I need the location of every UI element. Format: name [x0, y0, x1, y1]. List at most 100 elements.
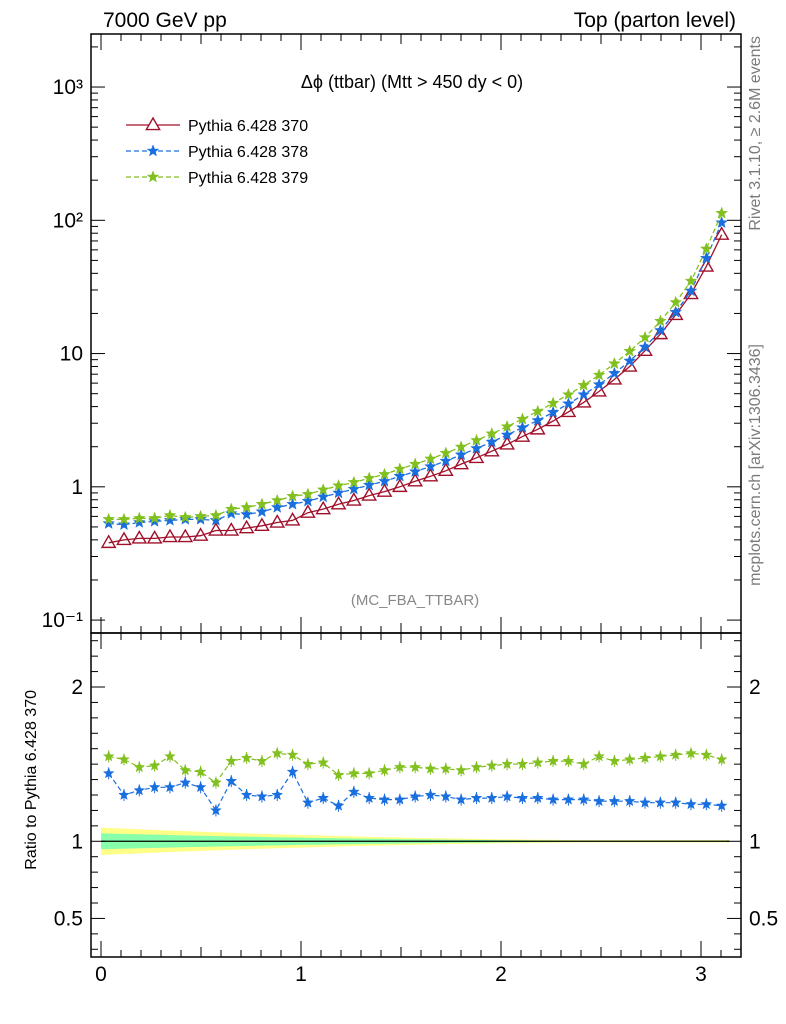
- data-point: [669, 305, 683, 318]
- data-point: [192, 527, 209, 541]
- data-point: [669, 295, 683, 308]
- data-point: [269, 514, 286, 528]
- ratio-point: [639, 796, 651, 808]
- data-point: [470, 441, 483, 454]
- data-point: [162, 528, 178, 543]
- ratio-point: [286, 765, 299, 777]
- data-point: [637, 342, 653, 356]
- data-point: [608, 356, 621, 370]
- ratio-point: [225, 754, 238, 767]
- data-point: [562, 387, 575, 401]
- y-tick-label: 10⁻¹: [42, 609, 83, 632]
- data-point: [361, 487, 378, 501]
- ratio-point: [225, 774, 238, 787]
- data-point: [514, 428, 531, 442]
- ratio-point: [302, 757, 314, 770]
- data-point: [255, 505, 269, 518]
- data-point: [224, 506, 238, 519]
- ratio-point: [424, 762, 437, 774]
- data-point: [117, 518, 131, 531]
- data-point: [270, 500, 284, 513]
- data-point: [146, 530, 163, 544]
- data-point: [454, 440, 468, 453]
- ratio-point: [179, 764, 192, 776]
- ratio-point: [363, 767, 376, 779]
- y-tick-label: 10: [60, 343, 83, 366]
- legend-label: Pythia 6.428 378: [188, 144, 308, 161]
- legend-marker: [146, 144, 160, 157]
- ratio-point: [118, 753, 130, 765]
- data-point: [316, 490, 330, 503]
- data-point: [209, 513, 223, 526]
- ratio-point: [531, 756, 544, 768]
- ratio-point: [623, 795, 636, 807]
- data-point: [315, 500, 332, 515]
- data-point: [683, 285, 699, 300]
- x-tick-label: 0: [95, 963, 107, 986]
- ratio-point: [562, 754, 575, 767]
- data-point: [529, 420, 546, 435]
- data-point: [470, 433, 483, 446]
- ratio-point: [654, 750, 667, 762]
- data-point: [454, 448, 468, 461]
- ratio-point: [210, 776, 222, 788]
- plot-title: Δϕ (ttbar) (Mtt > 450 dy < 0): [301, 72, 523, 92]
- ratio-point: [439, 762, 452, 774]
- ratio-point: [256, 790, 268, 802]
- ratio-point: [455, 764, 468, 776]
- main-panel: 10⁻¹ 1 10 10² 10³: [42, 33, 742, 634]
- data-point: [699, 251, 713, 264]
- data-point: [546, 405, 560, 418]
- data-point: [255, 497, 269, 510]
- series-line: [108, 234, 723, 544]
- data-point: [575, 394, 592, 408]
- ratio-point: [439, 790, 452, 802]
- data-point: [698, 258, 715, 272]
- data-point: [132, 515, 146, 528]
- data-point: [116, 531, 132, 546]
- legend-label: Pythia 6.428 370: [188, 118, 308, 135]
- data-point: [332, 486, 345, 499]
- ratio-point: [378, 764, 391, 776]
- ratio-point: [118, 788, 130, 800]
- x-tick-label: 1: [295, 963, 307, 986]
- ratio-point: [516, 791, 529, 804]
- data-point: [577, 387, 591, 401]
- data-point: [347, 482, 361, 495]
- ratio-point: [286, 748, 299, 760]
- data-point: [330, 495, 347, 510]
- data-point: [500, 419, 514, 433]
- ratio-tick-label: 0.5: [749, 907, 778, 930]
- data-point: [391, 478, 408, 493]
- data-point: [286, 497, 299, 510]
- data-point: [163, 508, 177, 521]
- data-point: [376, 483, 393, 497]
- analysis-label: (MC_FBA_TTBAR): [351, 592, 479, 609]
- ratio-point: [593, 750, 605, 762]
- ratio-point: [393, 760, 406, 773]
- data-point: [132, 511, 146, 524]
- y-tick-label: 10²: [53, 209, 83, 232]
- data-point: [608, 366, 621, 379]
- ratio-point: [148, 759, 161, 771]
- data-point: [378, 474, 391, 487]
- ratio-tick-label: 2: [71, 676, 83, 699]
- ratio-point: [163, 750, 176, 762]
- ratio-point: [593, 794, 605, 807]
- data-point: [100, 534, 117, 549]
- ratio-point: [240, 751, 253, 763]
- ratio-point: [455, 793, 468, 805]
- ratio-point: [424, 788, 437, 800]
- ratio-point: [485, 759, 498, 771]
- data-point: [483, 442, 500, 457]
- ratio-point: [639, 751, 651, 763]
- data-point: [301, 494, 315, 507]
- ratio-point: [669, 796, 682, 808]
- ratio-point: [470, 791, 483, 804]
- data-point: [546, 396, 560, 409]
- ratio-point: [133, 784, 146, 796]
- ratio-point: [700, 798, 713, 810]
- data-point: [652, 325, 669, 340]
- ratio-point: [240, 788, 253, 800]
